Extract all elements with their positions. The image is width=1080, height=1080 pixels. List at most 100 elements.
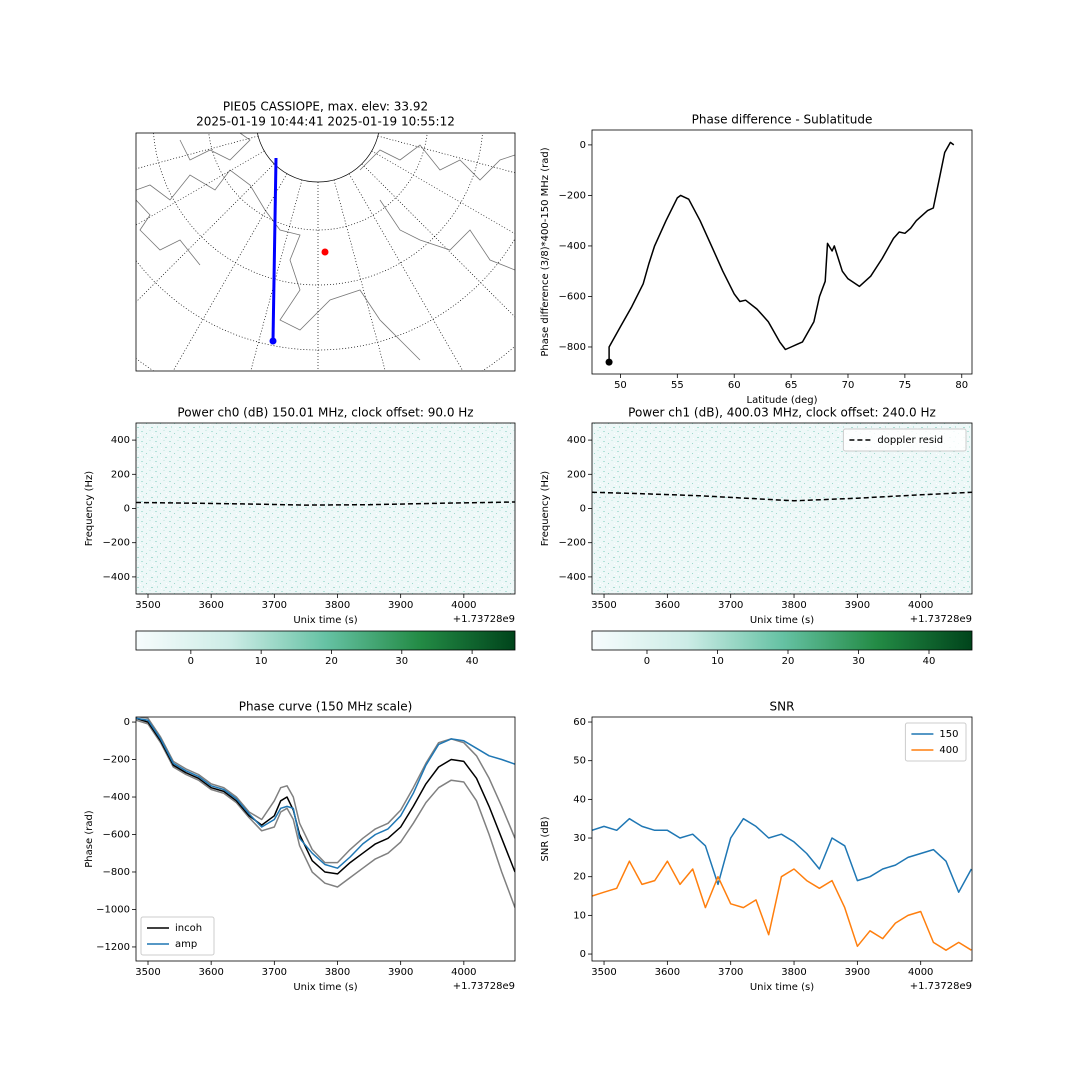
- colorbar-tick-label: 40: [923, 656, 936, 667]
- y-tick-label: 0: [124, 504, 130, 515]
- x-tick-label: 70: [842, 380, 855, 391]
- y-tick-label: −200: [103, 755, 130, 766]
- meridian: [333, 179, 386, 371]
- y-tick-label: 400: [567, 435, 586, 446]
- y-axis-label: Frequency (Hz): [84, 471, 95, 547]
- y-tick-label: 400: [111, 435, 130, 446]
- x-tick-label: 3500: [135, 600, 160, 611]
- axes-frame: [591, 129, 973, 375]
- y-tick-label: −200: [559, 538, 586, 549]
- legend-label: 400: [939, 745, 958, 756]
- map-layer: [0, 0, 801, 371]
- meridian: [250, 179, 303, 371]
- x-tick-label: 3500: [591, 967, 616, 978]
- meridian: [361, 163, 515, 318]
- x-tick-label: 3900: [388, 600, 413, 611]
- colorbar-tick-label: 30: [852, 656, 865, 667]
- legend-box: [842, 428, 967, 452]
- x-tick-label: 3900: [388, 967, 413, 978]
- start-marker: [605, 358, 613, 366]
- x-tick-label: 3600: [198, 600, 223, 611]
- meridian: [0, 0, 258, 104]
- x-tick-label: 75: [899, 380, 912, 391]
- y-tick-label: −800: [559, 342, 586, 353]
- axes-frame: [135, 132, 516, 372]
- plot-layer: [592, 491, 972, 502]
- satellite-track: [271, 157, 278, 342]
- station: [321, 248, 329, 256]
- coastline: [136, 169, 421, 361]
- colorbar-tick-label: 30: [395, 656, 408, 667]
- axes-frame: [135, 716, 516, 962]
- colorbar-tick-label: 40: [466, 656, 479, 667]
- legend-label: incoh: [175, 923, 202, 934]
- x-tick-label: 3600: [198, 967, 223, 978]
- colorbar-tick-label: 20: [782, 656, 795, 667]
- y-tick-label: 10: [573, 910, 586, 921]
- x-tick-label: 3800: [325, 967, 350, 978]
- colorbar-tick-label: 20: [325, 656, 338, 667]
- plot-layer: [605, 141, 955, 366]
- x-axis-label: Latitude (deg): [747, 395, 818, 406]
- coastline: [136, 199, 201, 266]
- colorbar-tick-label: 10: [255, 656, 268, 667]
- axes-frame: [591, 422, 973, 595]
- meridian: [371, 150, 515, 235]
- y-tick-label: −400: [103, 792, 130, 803]
- series-line: [136, 717, 515, 869]
- x-tick-label: 4000: [451, 967, 476, 978]
- series-line: [136, 717, 515, 864]
- x-tick-label: 50: [614, 380, 627, 391]
- y-tick-label: 20: [573, 872, 586, 883]
- meridian: [348, 173, 464, 371]
- y-tick-label: −600: [559, 291, 586, 302]
- x-offset-label: +1.73728e9: [910, 981, 972, 992]
- y-tick-label: 0: [580, 140, 586, 151]
- x-tick-label: 3800: [781, 967, 806, 978]
- meridian: [0, 0, 264, 89]
- chart-title: PIE05 CASSIOPE, max. elev: 33.92: [223, 100, 428, 114]
- x-tick-label: 3700: [718, 600, 743, 611]
- axes-frame: [135, 422, 516, 595]
- chart-title: Power ch0 (dB) 150.01 MHz, clock offset:…: [177, 406, 473, 420]
- y-tick-label: −600: [103, 830, 130, 841]
- legend-box: [904, 722, 967, 762]
- colorbar: [591, 630, 973, 651]
- y-tick-label: 0: [580, 504, 586, 515]
- x-axis-label: Unix time (s): [293, 615, 357, 626]
- y-tick-label: 40: [573, 794, 586, 805]
- plot-layer: [136, 501, 515, 506]
- meridian: [378, 0, 801, 104]
- pole-hole: [257, 133, 379, 183]
- x-tick-label: 4000: [908, 600, 933, 611]
- chart-title: Phase difference - Sublatitude: [692, 113, 873, 127]
- meridian: [136, 150, 265, 226]
- y-tick-label: −800: [103, 867, 130, 878]
- colorbar: [135, 630, 516, 651]
- y-tick-label: −200: [559, 190, 586, 201]
- x-tick-label: 3500: [135, 967, 160, 978]
- x-offset-label: +1.73728e9: [453, 614, 515, 625]
- x-tick-label: 3600: [655, 600, 680, 611]
- x-tick-label: 3700: [718, 967, 743, 978]
- y-tick-label: −400: [103, 572, 130, 583]
- meridian: [0, 0, 274, 76]
- colorbar-tick-label: 10: [711, 656, 724, 667]
- series-line: [592, 817, 972, 893]
- heatmap-background: [136, 423, 515, 594]
- series-line: [592, 491, 972, 502]
- meridian: [372, 0, 751, 89]
- x-tick-label: 3700: [262, 967, 287, 978]
- meridian: [136, 135, 259, 170]
- x-tick-label: 80: [955, 380, 968, 391]
- coastline: [359, 144, 515, 181]
- series-line: [608, 141, 955, 363]
- y-axis-label: Frequency (Hz): [540, 471, 551, 547]
- y-tick-label: −400: [559, 572, 586, 583]
- x-tick-label: 3800: [325, 600, 350, 611]
- y-tick-label: 50: [573, 756, 586, 767]
- x-tick-label: 3800: [781, 600, 806, 611]
- y-tick-label: 200: [111, 469, 130, 480]
- series-line: [592, 860, 972, 951]
